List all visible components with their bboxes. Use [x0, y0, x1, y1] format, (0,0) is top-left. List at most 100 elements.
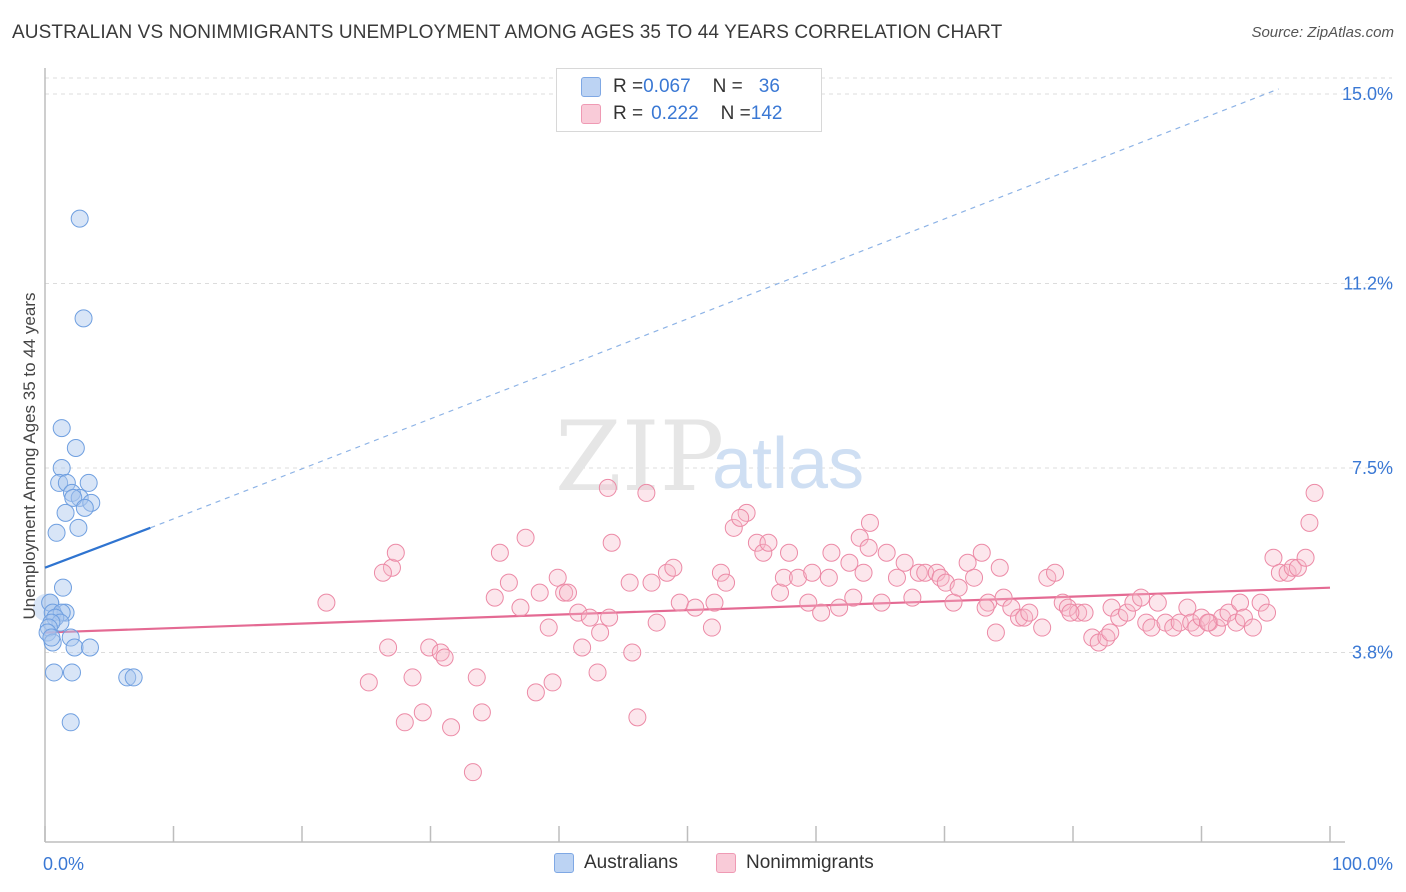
- legend-n-value: 142: [750, 103, 783, 124]
- point-nonimmigrants: [395, 713, 414, 732]
- trend-line-australians: [44, 526, 151, 569]
- point-australians: [57, 473, 76, 492]
- point-nonimmigrants: [1117, 603, 1136, 622]
- point-nonimmigrants: [1296, 548, 1315, 567]
- legend-row-australians: R = 0.067 N = 36: [581, 75, 780, 99]
- point-nonimmigrants: [1020, 603, 1039, 622]
- point-nonimmigrants: [887, 568, 906, 587]
- point-nonimmigrants: [972, 543, 991, 562]
- point-nonimmigrants: [472, 703, 491, 722]
- point-nonimmigrants: [860, 513, 879, 532]
- point-australians: [80, 638, 99, 657]
- point-nonimmigrants: [976, 598, 995, 617]
- point-nonimmigrants: [516, 528, 535, 547]
- point-nonimmigrants: [1061, 603, 1080, 622]
- point-australians: [52, 458, 71, 477]
- point-nonimmigrants: [1033, 618, 1052, 637]
- point-nonimmigrants: [591, 623, 610, 642]
- point-australians: [70, 209, 89, 228]
- point-nonimmigrants: [511, 598, 530, 617]
- trend-line-extension: [150, 88, 1279, 529]
- point-nonimmigrants: [789, 568, 808, 587]
- legend-r-value: 0.222: [651, 103, 699, 124]
- point-nonimmigrants: [490, 543, 509, 562]
- point-australians: [69, 518, 88, 537]
- point-nonimmigrants: [872, 593, 891, 612]
- x-tick-label-max: 100.0%: [1332, 854, 1393, 874]
- point-nonimmigrants: [573, 638, 592, 657]
- point-nonimmigrants: [386, 543, 405, 562]
- point-australians: [118, 668, 137, 687]
- point-nonimmigrants: [1288, 558, 1307, 577]
- point-nonimmigrants: [485, 588, 504, 607]
- point-nonimmigrants: [986, 623, 1005, 642]
- point-nonimmigrants: [467, 668, 486, 687]
- point-nonimmigrants: [670, 593, 689, 612]
- point-nonimmigrants: [877, 543, 896, 562]
- point-nonimmigrants: [499, 573, 518, 592]
- point-nonimmigrants: [944, 593, 963, 612]
- point-australians: [42, 613, 61, 632]
- point-nonimmigrants: [994, 588, 1013, 607]
- point-australians: [65, 638, 84, 657]
- point-nonimmigrants: [620, 573, 639, 592]
- watermark-zip: ZIP: [555, 401, 724, 513]
- point-nonimmigrants: [990, 558, 1009, 577]
- point-nonimmigrants: [1010, 608, 1029, 627]
- point-nonimmigrants: [771, 583, 790, 602]
- point-nonimmigrants: [702, 618, 721, 637]
- point-nonimmigrants: [555, 583, 574, 602]
- y-tick-label: 11.2%: [1343, 273, 1393, 293]
- legend-n-label: N =: [712, 76, 743, 97]
- point-nonimmigrants: [1075, 603, 1094, 622]
- point-nonimmigrants: [664, 558, 683, 577]
- point-nonimmigrants: [317, 593, 336, 612]
- point-nonimmigrants: [803, 563, 822, 582]
- legend-r-value: 0.067: [643, 76, 691, 97]
- point-nonimmigrants: [600, 608, 619, 627]
- point-nonimmigrants: [1231, 593, 1250, 612]
- point-australians: [62, 663, 81, 682]
- point-nonimmigrants: [539, 618, 558, 637]
- point-australians: [52, 419, 71, 438]
- point-nonimmigrants: [580, 608, 599, 627]
- point-australians: [66, 439, 85, 458]
- point-nonimmigrants: [1053, 593, 1072, 612]
- point-nonimmigrants: [637, 483, 656, 502]
- point-nonimmigrants: [780, 543, 799, 562]
- legend-swatch: [554, 853, 574, 873]
- point-nonimmigrants: [1258, 603, 1277, 622]
- point-nonimmigrants: [623, 643, 642, 662]
- bottom-legend-australians: Australians: [554, 852, 678, 874]
- point-nonimmigrants: [1101, 623, 1120, 642]
- point-nonimmigrants: [628, 708, 647, 727]
- y-tick-label: 15.0%: [1342, 84, 1393, 104]
- legend-label: Nonimmigrants: [746, 852, 874, 873]
- point-nonimmigrants: [420, 638, 439, 657]
- point-nonimmigrants: [1137, 613, 1156, 632]
- point-nonimmigrants: [819, 568, 838, 587]
- point-australians: [47, 523, 66, 542]
- point-australians: [74, 309, 93, 328]
- point-nonimmigrants: [1283, 558, 1302, 577]
- point-nonimmigrants: [463, 763, 482, 782]
- point-nonimmigrants: [717, 573, 736, 592]
- legend-row-nonimmigrants: R = 0.222 N = 142: [581, 102, 782, 126]
- point-nonimmigrants: [1002, 598, 1021, 617]
- point-nonimmigrants: [949, 578, 968, 597]
- point-nonimmigrants: [598, 478, 617, 497]
- legend-n-value: 36: [758, 76, 780, 97]
- point-nonimmigrants: [859, 538, 878, 557]
- point-nonimmigrants: [558, 583, 577, 602]
- point-nonimmigrants: [602, 533, 621, 552]
- point-nonimmigrants: [1278, 563, 1297, 582]
- point-nonimmigrants: [844, 588, 863, 607]
- point-nonimmigrants: [1251, 593, 1270, 612]
- point-nonimmigrants: [1178, 598, 1197, 617]
- point-nonimmigrants: [379, 638, 398, 657]
- point-nonimmigrants: [1234, 608, 1253, 627]
- bottom-legend-nonimmigrants: Nonimmigrants: [716, 852, 874, 874]
- point-australians: [56, 503, 75, 522]
- point-nonimmigrants: [543, 673, 562, 692]
- source-label: Source: ZipAtlas.com: [1251, 24, 1394, 41]
